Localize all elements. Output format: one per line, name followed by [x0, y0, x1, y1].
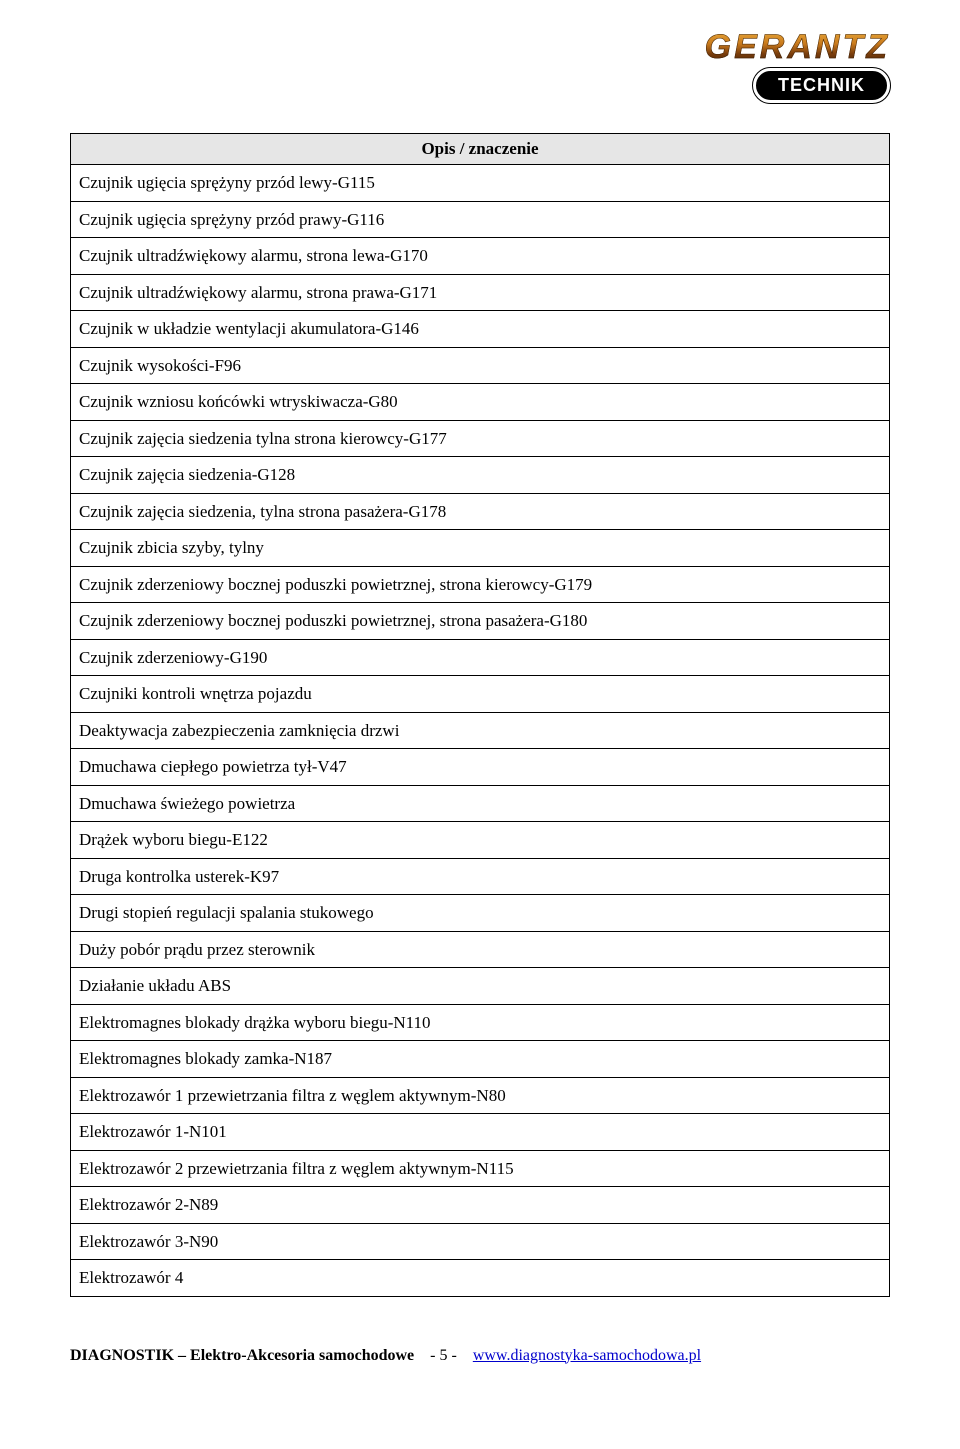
table-row: Elektrozawór 2-N89: [71, 1187, 890, 1224]
table-row: Czujniki kontroli wnętrza pojazdu: [71, 676, 890, 713]
header-logo-area: GERANTZ TECHNIK: [70, 30, 890, 103]
table-row: Elektrozawór 3-N90: [71, 1223, 890, 1260]
table-row: Dmuchawa ciepłego powietrza tył-V47: [71, 749, 890, 786]
brand-name: GERANTZ: [705, 30, 890, 64]
table-row: Czujnik zajęcia siedzenia, tylna strona …: [71, 493, 890, 530]
table-row: Drugi stopień regulacji spalania stukowe…: [71, 895, 890, 932]
table-row: Dmuchawa świeżego powietrza: [71, 785, 890, 822]
table-row: Druga kontrolka usterek-K97: [71, 858, 890, 895]
table-row: Czujnik ugięcia sprężyny przód lewy-G115: [71, 165, 890, 202]
table-row: Czujnik ultradźwiękowy alarmu, strona le…: [71, 238, 890, 275]
table-row: Czujnik zderzeniowy-G190: [71, 639, 890, 676]
page-footer: DIAGNOSTIK – Elektro-Akcesoria samochodo…: [70, 1347, 890, 1365]
table-row: Deaktywacja zabezpieczenia zamknięcia dr…: [71, 712, 890, 749]
table-row: Duży pobór prądu przez sterownik: [71, 931, 890, 968]
table-header: Opis / znaczenie: [71, 134, 890, 165]
table-row: Elektrozawór 1 przewietrzania filtra z w…: [71, 1077, 890, 1114]
brand-sub-badge: TECHNIK: [753, 68, 890, 103]
table-row: Elektrozawór 1-N101: [71, 1114, 890, 1151]
table-row: Czujnik wysokości-F96: [71, 347, 890, 384]
table-row: Elektromagnes blokady zamka-N187: [71, 1041, 890, 1078]
brand-logo: GERANTZ TECHNIK: [705, 30, 890, 103]
table-row: Elektrozawór 4: [71, 1260, 890, 1297]
footer-link[interactable]: www.diagnostyka-samochodowa.pl: [473, 1347, 701, 1364]
table-row: Działanie układu ABS: [71, 968, 890, 1005]
table-row: Czujnik zajęcia siedzenia tylna strona k…: [71, 420, 890, 457]
table-row: Czujnik zderzeniowy bocznej poduszki pow…: [71, 603, 890, 640]
description-table: Opis / znaczenie Czujnik ugięcia sprężyn…: [70, 133, 890, 1297]
table-row: Czujnik zajęcia siedzenia-G128: [71, 457, 890, 494]
table-row: Czujnik ultradźwiękowy alarmu, strona pr…: [71, 274, 890, 311]
table-row: Elektrozawór 2 przewietrzania filtra z w…: [71, 1150, 890, 1187]
footer-title: DIAGNOSTIK – Elektro-Akcesoria samochodo…: [70, 1347, 414, 1364]
table-row: Elektromagnes blokady drążka wyboru bieg…: [71, 1004, 890, 1041]
table-row: Drążek wyboru biegu-E122: [71, 822, 890, 859]
table-row: Czujnik ugięcia sprężyny przód prawy-G11…: [71, 201, 890, 238]
table-row: Czujnik wzniosu końcówki wtryskiwacza-G8…: [71, 384, 890, 421]
footer-page-number: - 5 -: [430, 1347, 457, 1364]
table-row: Czujnik zbicia szyby, tylny: [71, 530, 890, 567]
table-row: Czujnik w układzie wentylacji akumulator…: [71, 311, 890, 348]
table-row: Czujnik zderzeniowy bocznej poduszki pow…: [71, 566, 890, 603]
